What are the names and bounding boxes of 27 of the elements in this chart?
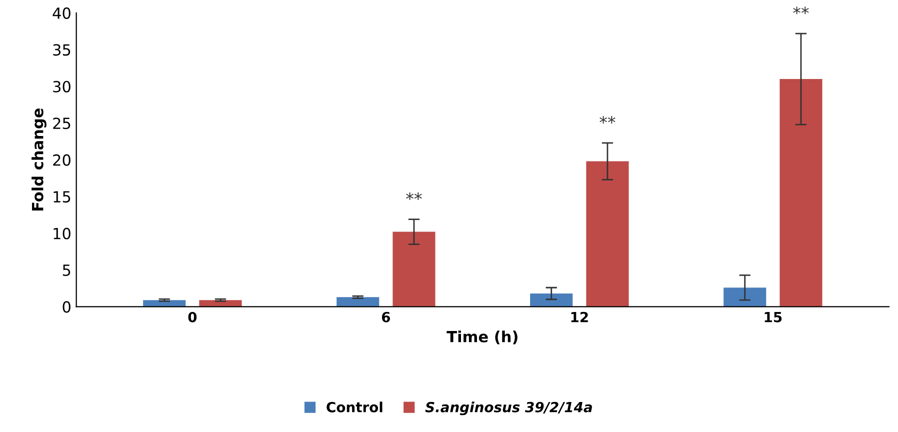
- y-tick-label: 40: [52, 7, 70, 19]
- x-tick-label: 0: [188, 312, 197, 322]
- bar: [780, 79, 822, 307]
- x-tick-label: 6: [382, 312, 390, 322]
- y-tick-label: 25: [53, 118, 70, 130]
- bar: [336, 297, 380, 307]
- bar: [530, 294, 573, 307]
- legend-label: Control: [326, 402, 382, 412]
- x-axis-title: Time (h): [446, 330, 518, 344]
- bar: [724, 288, 766, 307]
- bar: [586, 161, 629, 307]
- y-tick-label: 0: [62, 301, 70, 313]
- y-tick-label: 10: [54, 228, 70, 240]
- y-tick-label: 15: [54, 191, 70, 203]
- x-tick-label: 12: [571, 312, 588, 322]
- y-tick-label: 20: [53, 154, 70, 166]
- y-tick-label: 5: [62, 264, 70, 276]
- y-tick-label: 30: [53, 80, 70, 92]
- annotation: **: [793, 6, 809, 14]
- bar: [199, 300, 242, 307]
- y-tick-label: 35: [53, 44, 70, 56]
- annotation: **: [600, 116, 616, 124]
- legend-label: S.anginosus 39/2/14a: [425, 402, 592, 416]
- x-tick-label: 15: [764, 312, 782, 322]
- bar: [392, 232, 436, 307]
- y-axis-title: Fold change: [32, 108, 46, 211]
- annotation: **: [406, 192, 422, 200]
